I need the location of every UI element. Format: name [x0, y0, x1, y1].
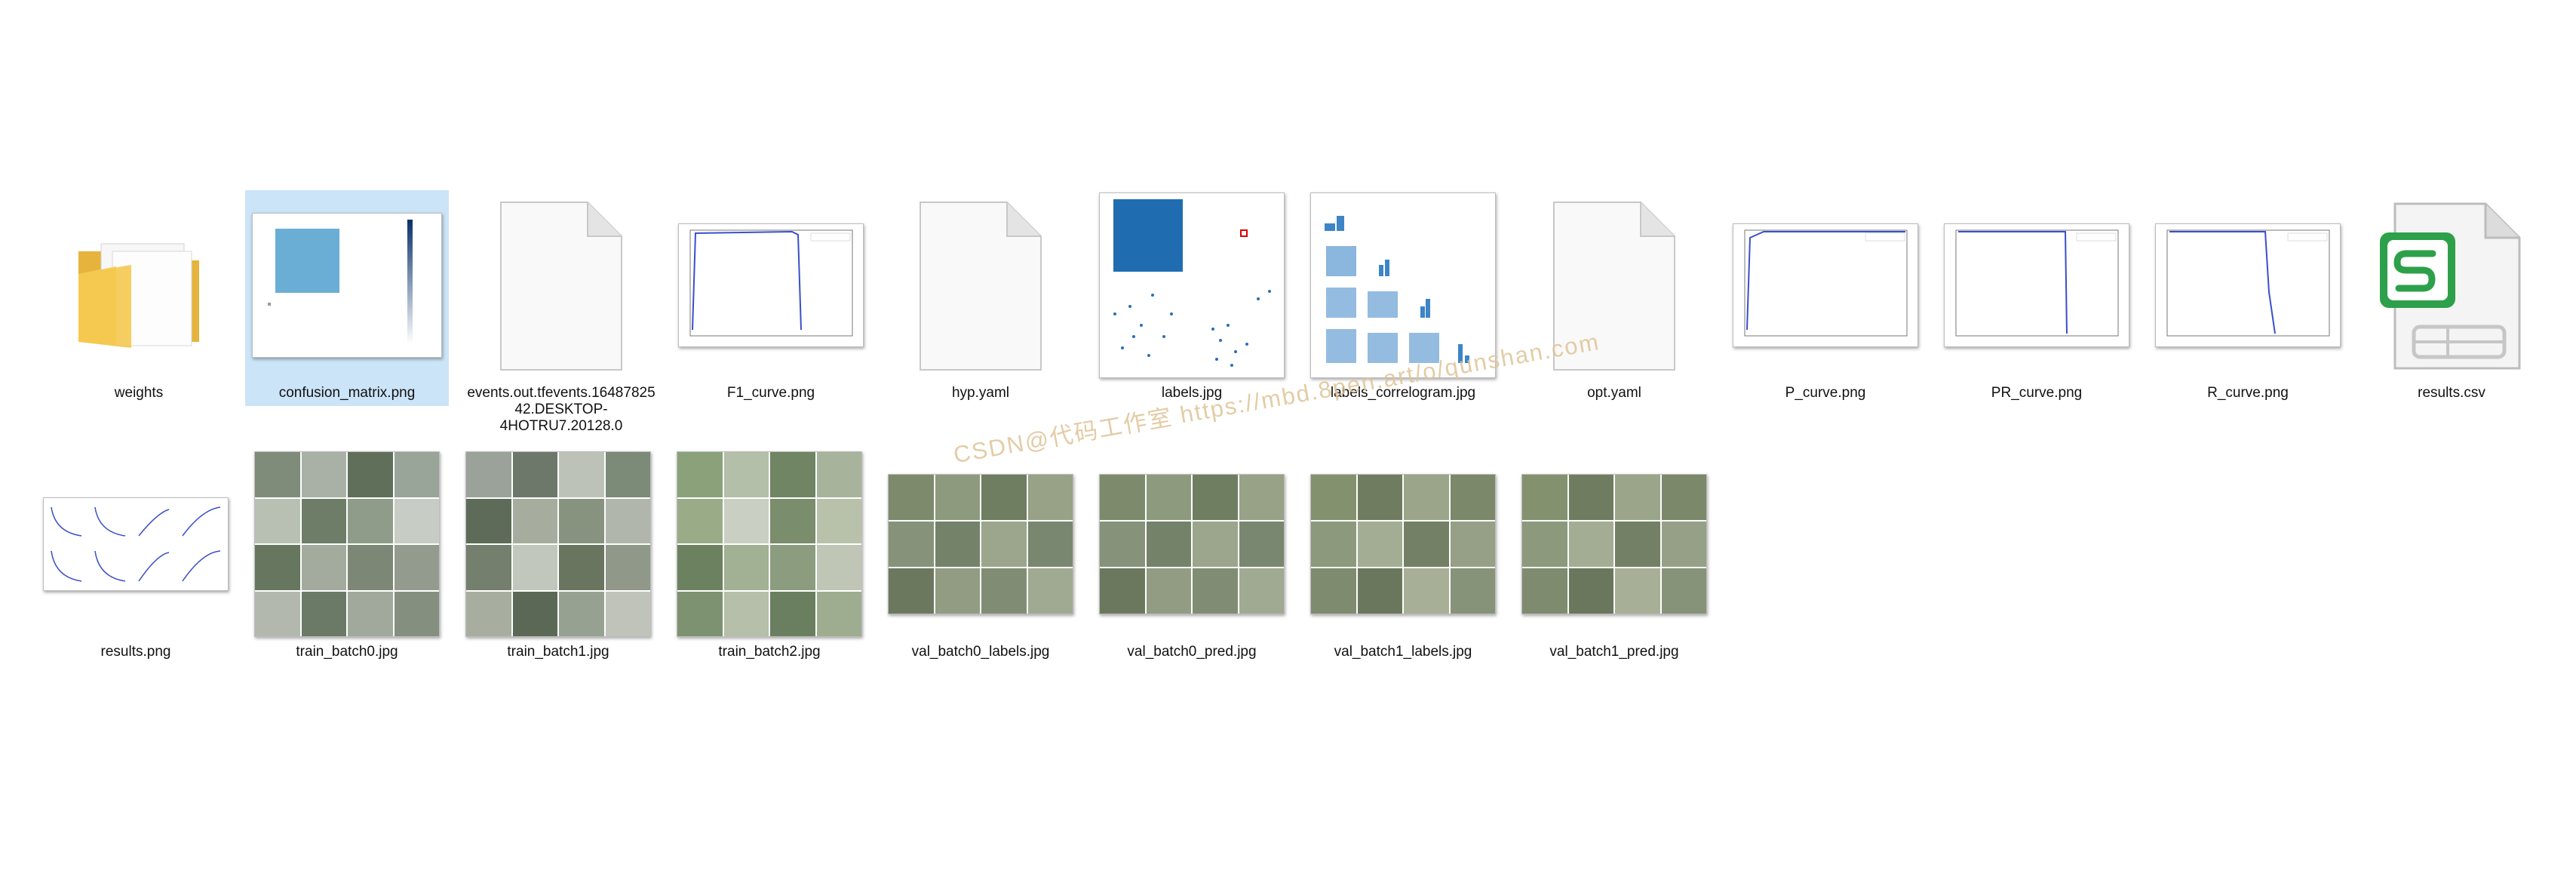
file-name: opt.yaml — [1587, 385, 1641, 401]
image-thumbnail — [1512, 449, 1716, 639]
file-item-results-png[interactable]: results.png — [34, 449, 238, 660]
file-name: F1_curve.png — [726, 385, 815, 401]
file-item-confusion-matrix[interactable]: confusion_matrix.png — [245, 190, 449, 406]
image-thumbnail — [1724, 190, 1927, 380]
file-name: hyp.yaml — [951, 385, 1010, 401]
file-item-opt-yaml[interactable]: opt.yaml — [1512, 190, 1716, 402]
image-thumbnail — [1301, 190, 1505, 380]
file-item-val-batch1-pred[interactable]: val_batch1_pred.jpg — [1512, 449, 1716, 660]
file-name: train_batch0.jpg — [296, 644, 398, 660]
file-name: results.csv — [2418, 385, 2485, 401]
file-name: val_batch0_labels.jpg — [911, 644, 1050, 660]
image-thumbnail — [1935, 190, 2138, 380]
file-name: train_batch1.jpg — [507, 644, 609, 660]
image-thumbnail — [245, 449, 449, 639]
wps-spreadsheet-icon — [2350, 190, 2553, 380]
file-name: train_batch2.jpg — [718, 644, 821, 660]
image-thumbnail — [1301, 449, 1505, 639]
file-name: P_curve.png — [1785, 385, 1866, 401]
file-item-train-batch2[interactable]: train_batch2.jpg — [668, 449, 871, 660]
file-item-labels-correlogram[interactable]: labels_correlogram.jpg — [1301, 190, 1505, 402]
image-thumbnail — [2146, 190, 2350, 380]
file-name: labels_correlogram.jpg — [1330, 385, 1476, 401]
image-thumbnail — [1090, 190, 1294, 380]
file-name: val_batch1_labels.jpg — [1334, 644, 1472, 660]
image-thumbnail — [456, 449, 660, 639]
file-name: results.png — [100, 644, 171, 660]
file-item-train-batch0[interactable]: train_batch0.jpg — [245, 449, 449, 660]
file-item-events[interactable]: events.out.tfevents.1648782542.DESKTOP-4… — [459, 190, 663, 435]
file-name: weights — [114, 385, 164, 401]
image-thumbnail — [879, 449, 1082, 639]
file-item-pr-curve[interactable]: PR_curve.png — [1935, 190, 2138, 402]
file-item-val-batch1-labels[interactable]: val_batch1_labels.jpg — [1301, 449, 1505, 660]
file-item-weights[interactable]: weights — [37, 190, 241, 402]
file-name: PR_curve.png — [1991, 385, 2083, 401]
file-item-p-curve[interactable]: P_curve.png — [1724, 190, 1927, 402]
blank-file-icon — [879, 190, 1082, 380]
file-item-hyp-yaml[interactable]: hyp.yaml — [879, 190, 1082, 402]
file-name: val_batch0_pred.jpg — [1127, 644, 1257, 660]
folder-icon — [37, 190, 241, 380]
image-thumbnail — [34, 449, 238, 639]
file-item-train-batch1[interactable]: train_batch1.jpg — [456, 449, 660, 660]
file-item-results-csv[interactable]: results.csv — [2350, 190, 2553, 402]
file-name: events.out.tfevents.1648782542.DESKTOP-4… — [467, 385, 656, 434]
image-thumbnail — [1090, 449, 1294, 639]
image-thumbnail — [245, 190, 449, 380]
file-item-f1-curve[interactable]: F1_curve.png — [669, 190, 873, 402]
file-item-labels[interactable]: labels.jpg — [1090, 190, 1294, 402]
file-name: R_curve.png — [2207, 385, 2289, 401]
file-item-val-batch0-pred[interactable]: val_batch0_pred.jpg — [1090, 449, 1294, 660]
file-name: val_batch1_pred.jpg — [1549, 644, 1679, 660]
image-thumbnail — [669, 190, 873, 380]
file-name: confusion_matrix.png — [278, 385, 416, 401]
blank-file-icon — [1512, 190, 1716, 380]
file-item-val-batch0-labels[interactable]: val_batch0_labels.jpg — [879, 449, 1082, 660]
file-name: labels.jpg — [1161, 385, 1223, 401]
file-item-r-curve[interactable]: R_curve.png — [2146, 190, 2350, 402]
blank-file-icon — [459, 190, 663, 380]
image-thumbnail — [668, 449, 871, 639]
